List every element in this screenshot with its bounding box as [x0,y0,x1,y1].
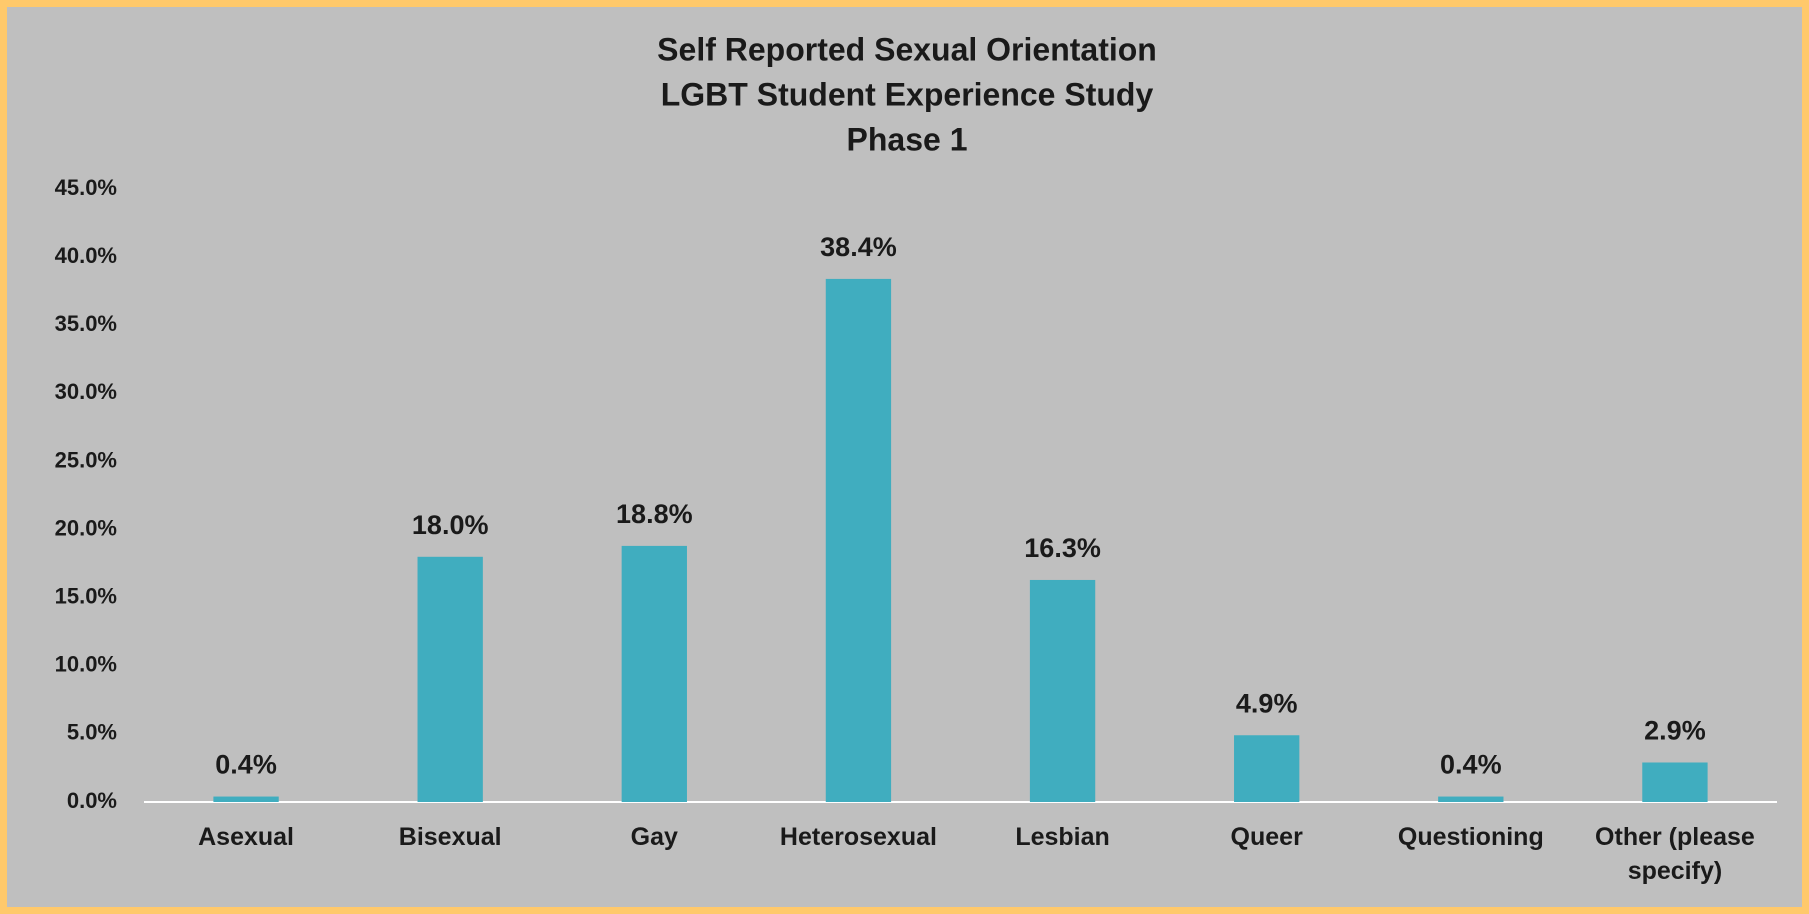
data-label: 16.3% [1024,533,1101,563]
bar [417,556,483,802]
chart: Self Reported Sexual Orientation LGBT Stu… [55,31,1777,813]
y-tick-label: 45.0% [55,175,117,200]
x-tick-label: Lesbian [1015,823,1110,851]
data-label: 0.4% [215,750,277,780]
x-tick-label: Bisexual [398,823,502,851]
x-tick-label: Gay [630,823,678,851]
bar [825,278,892,802]
chart-title: Self Reported Sexual Orientation [657,31,1157,67]
chart-title: Phase 1 [847,121,968,157]
y-tick-label: 15.0% [55,583,117,608]
data-label: 4.9% [1236,688,1298,718]
y-tick-label: 30.0% [55,379,117,404]
y-tick-label: 35.0% [55,311,117,336]
bar [213,796,279,802]
x-tick-label: Questioning [1397,823,1544,851]
y-tick-label: 25.0% [55,447,117,472]
y-tick-label: 5.0% [67,720,117,745]
y-tick-label: 40.0% [55,243,117,268]
y-tick-label: 0.0% [67,788,117,813]
bar [1438,796,1504,802]
data-label: 18.0% [412,510,489,540]
bar [1029,579,1096,802]
x-tick-label: Queer [1230,823,1303,851]
x-tick-label: Asexual [198,823,294,851]
y-tick-label: 20.0% [55,515,117,540]
x-tick-label: Other (please specify) [1595,823,1755,885]
chart-title: LGBT Student Experience Study [661,76,1154,112]
x-tick-label: Heterosexual [779,823,937,851]
bar [1642,762,1708,802]
data-label: 0.4% [1440,750,1502,780]
bar [1234,735,1300,802]
data-label: 18.8% [616,499,693,529]
data-label: 2.9% [1644,716,1706,746]
data-label: 38.4% [820,232,897,262]
bar [621,545,687,802]
y-tick-label: 10.0% [55,652,117,677]
